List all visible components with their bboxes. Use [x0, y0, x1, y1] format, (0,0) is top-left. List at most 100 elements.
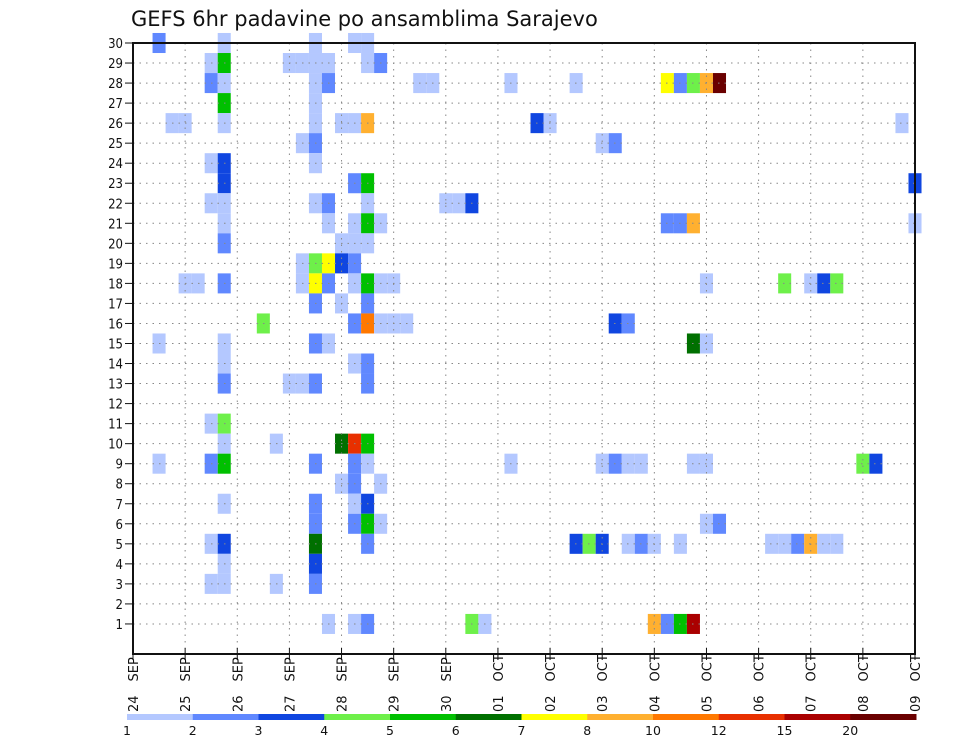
x-tick-label-text: 03 OCT	[596, 654, 611, 712]
x-axis: 24 SEP 25 SEP 26 SEP 27 SEP 28 SEP 29 SEP 30 SEP 01 OCT…	[127, 648, 924, 712]
x-tick-label-text: 07 OCT	[805, 654, 820, 712]
x-tick-month: OCT	[596, 654, 611, 681]
x-tick-label-text: 27 SEP	[283, 657, 298, 712]
x-tick-month: OCT	[909, 654, 924, 681]
x-tick-day: 07	[805, 695, 820, 712]
colorbar-swatch	[850, 714, 917, 720]
x-tick-label-text: 24 SEP	[127, 657, 142, 712]
plot-frame	[132, 42, 916, 655]
y-tick-label: 2	[116, 598, 123, 613]
colorbar-swatch	[587, 714, 654, 720]
x-tick-label-text: 05 OCT	[700, 654, 715, 712]
colorbar: 1 2 3 4 5 6 7 8 10 12 15 20	[123, 714, 917, 738]
x-tick-label-text: 01 OCT	[492, 654, 507, 712]
y-tick-label: 23	[108, 177, 123, 192]
x-tick-month: OCT	[648, 654, 663, 681]
colorbar-swatch	[455, 714, 522, 720]
x-tick-month: SEP	[283, 657, 298, 681]
heatmap-cell	[778, 533, 792, 554]
x-tick-day: 26	[231, 695, 246, 712]
x-tick-label: 28 SEP	[336, 657, 351, 712]
y-tick-label: 8	[116, 478, 123, 493]
x-tick-month: SEP	[231, 657, 246, 681]
x-tick-day: 01	[492, 695, 507, 712]
x-tick-month: SEP	[336, 657, 351, 681]
x-tick-month: OCT	[700, 654, 715, 681]
x-tick-label: 05 OCT	[700, 654, 715, 712]
colorbar-swatch	[390, 714, 457, 720]
x-tick-month: OCT	[857, 654, 872, 681]
x-tick-day: 06	[753, 695, 768, 712]
x-tick-day: 02	[544, 695, 559, 712]
y-tick-label: 13	[108, 378, 123, 393]
y-tick-label: 22	[108, 197, 123, 212]
colorbar-label: 3	[255, 723, 263, 738]
x-tick-label: 02 OCT	[544, 654, 559, 712]
colorbar-label: 10	[645, 723, 661, 738]
x-tick-day: 04	[648, 695, 663, 712]
x-tick-label: 09 OCT	[909, 654, 924, 712]
heatmap-cell	[869, 453, 883, 474]
x-tick-month: SEP	[127, 657, 142, 681]
y-tick-label: 14	[108, 358, 123, 373]
colorbar-swatch	[521, 714, 588, 720]
y-tick-label: 30	[108, 37, 123, 52]
x-tick-label-text: 28 SEP	[336, 657, 351, 712]
x-tick-label: 25 SEP	[179, 657, 194, 712]
heatmap-cell	[817, 273, 831, 294]
x-tick-label: 29 SEP	[388, 657, 403, 712]
colorbar-label: 6	[452, 723, 460, 738]
x-tick-month: OCT	[492, 654, 507, 681]
x-tick-month: SEP	[388, 657, 403, 681]
x-tick-label: 06 OCT	[753, 654, 768, 712]
x-tick-month: SEP	[179, 657, 194, 681]
colorbar-label: 7	[518, 723, 526, 738]
heatmap-cell	[830, 273, 844, 294]
colorbar-label: 2	[189, 723, 197, 738]
x-tick-month: OCT	[805, 654, 820, 681]
x-tick-month: OCT	[753, 654, 768, 681]
colorbar-swatch	[192, 714, 259, 720]
y-tick-label: 1	[116, 618, 123, 633]
colorbar-swatch	[324, 714, 391, 720]
y-tick-label: 5	[116, 538, 123, 553]
x-tick-day: 30	[440, 695, 455, 712]
y-axis: 1234567891011121314151617181920212223242…	[108, 37, 133, 633]
x-tick-label-text: 06 OCT	[753, 654, 768, 712]
colorbar-swatch	[653, 714, 720, 720]
y-tick-label: 20	[108, 237, 123, 252]
x-tick-day: 24	[127, 695, 142, 712]
colorbar-swatch	[718, 714, 785, 720]
y-tick-label: 25	[108, 137, 123, 152]
y-tick-label: 11	[108, 418, 123, 433]
x-tick-label: 01 OCT	[492, 654, 507, 712]
colorbar-label: 5	[386, 723, 394, 738]
colorbar-swatch	[784, 714, 851, 720]
y-tick-label: 4	[116, 558, 123, 573]
x-tick-label-text: 08 OCT	[857, 654, 872, 712]
heatmap-cell	[765, 533, 779, 554]
y-tick-label: 6	[116, 518, 123, 533]
cells-layer	[152, 32, 922, 634]
x-tick-label: 04 OCT	[648, 654, 663, 712]
axes-layer	[132, 42, 916, 655]
x-tick-label-text: 02 OCT	[544, 654, 559, 712]
heatmap-cell	[817, 533, 831, 554]
y-tick-label: 27	[108, 97, 123, 112]
x-tick-label-text: 29 SEP	[388, 657, 403, 712]
y-tick-label: 29	[108, 57, 123, 72]
heatmap-cell	[895, 113, 909, 134]
x-tick-day: 03	[596, 695, 611, 712]
x-tick-label: 08 OCT	[857, 654, 872, 712]
y-tick-label: 28	[108, 77, 123, 92]
x-tick-label: 27 SEP	[283, 657, 298, 712]
colorbar-label: 1	[123, 723, 131, 738]
x-tick-day: 27	[283, 695, 298, 712]
y-tick-label: 12	[108, 398, 123, 413]
x-tick-label: 24 SEP	[127, 657, 142, 712]
heatmap-cell	[830, 533, 844, 554]
colorbar-label: 15	[777, 723, 793, 738]
x-tick-day: 28	[336, 695, 351, 712]
y-tick-label: 9	[116, 458, 123, 473]
